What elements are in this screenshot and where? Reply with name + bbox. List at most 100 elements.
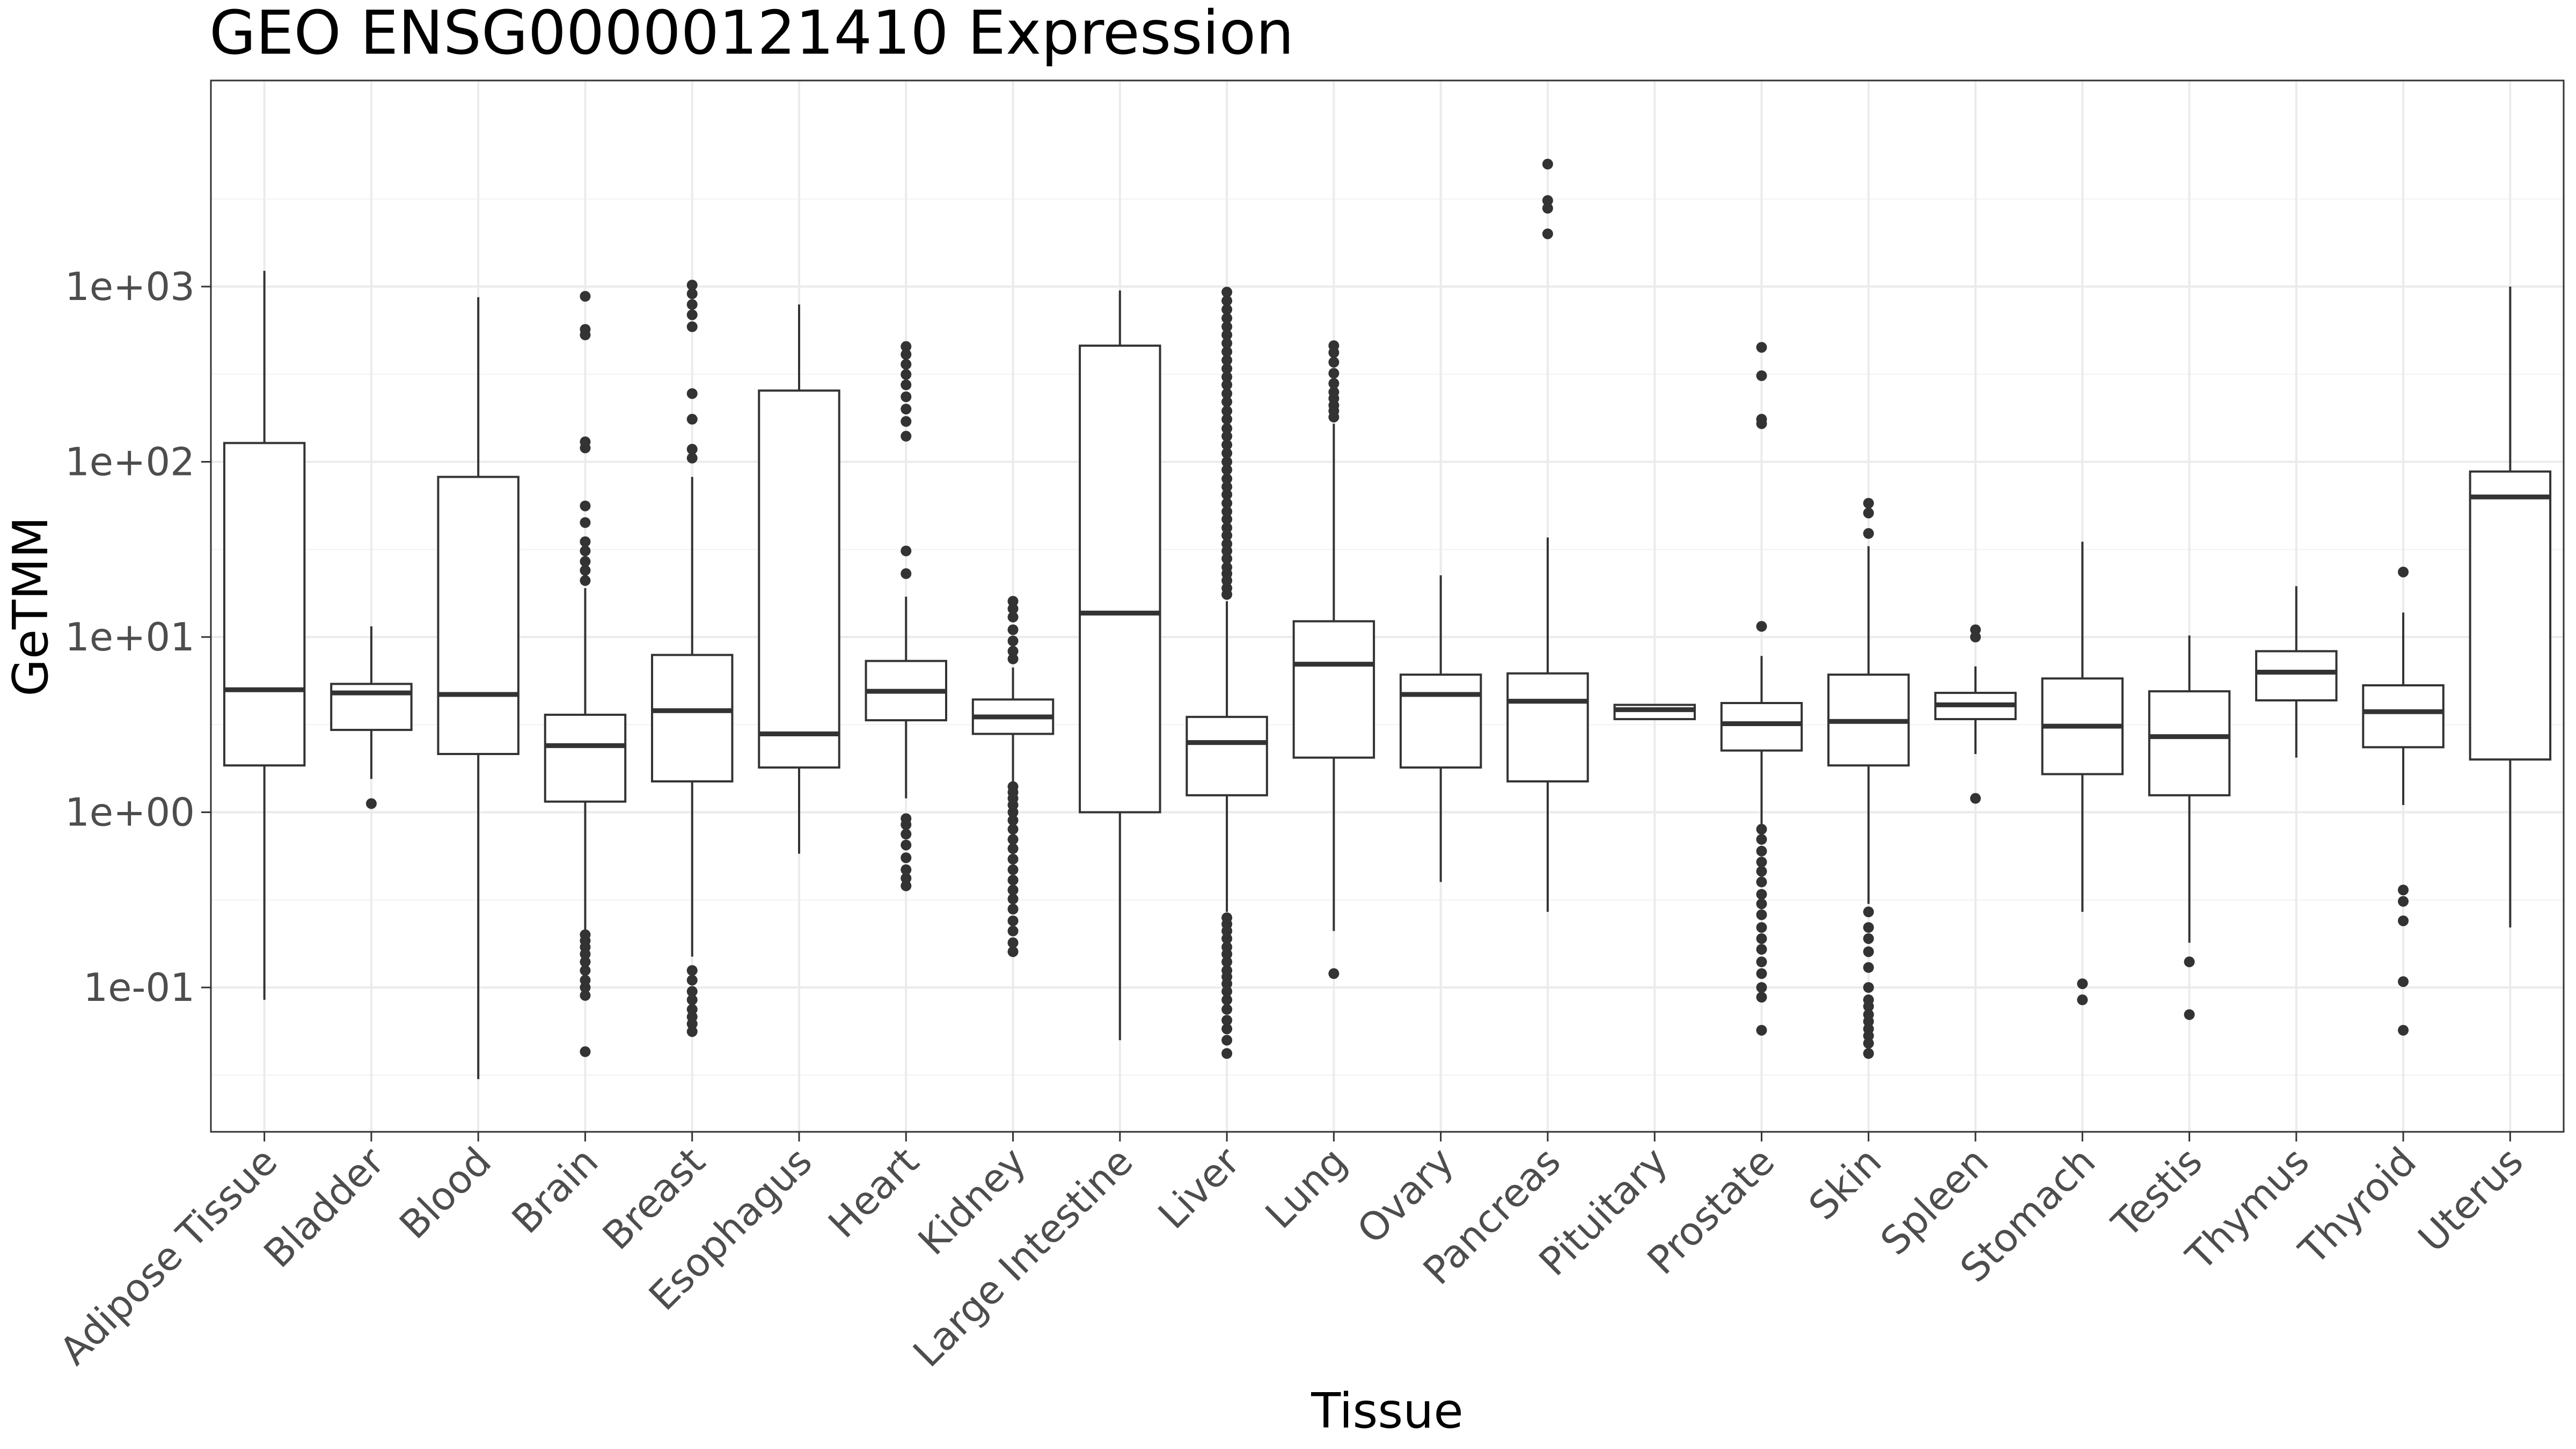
- outlier-point: [1221, 346, 1233, 357]
- outlier-point: [1863, 528, 1874, 539]
- outlier-point: [1221, 363, 1233, 374]
- outlier-point: [901, 341, 912, 352]
- outlier-point: [1863, 1023, 1874, 1035]
- outlier-point: [1221, 481, 1233, 493]
- outlier-point: [1863, 946, 1874, 957]
- outlier-point: [1328, 386, 1340, 398]
- outlier-point: [686, 321, 698, 332]
- outlier-point: [1863, 1048, 1874, 1059]
- box-brain: [544, 291, 627, 1057]
- outlier-point: [1221, 379, 1233, 391]
- chart-title: GEO ENSG00000121410 Expression: [209, 0, 1294, 68]
- outlier-point: [1328, 340, 1340, 352]
- outlier-point: [1221, 965, 1233, 976]
- outlier-point: [1863, 982, 1874, 993]
- outlier-point: [1007, 937, 1019, 948]
- outlier-point: [901, 864, 912, 875]
- outlier-point: [580, 929, 591, 940]
- box-stomach: [2041, 541, 2124, 1006]
- outlier-point: [901, 545, 912, 557]
- outlier-point: [1221, 582, 1233, 594]
- outlier-point: [580, 565, 591, 576]
- outlier-point: [901, 349, 912, 360]
- outlier-point: [1007, 815, 1019, 826]
- outlier-point: [1328, 356, 1340, 368]
- outlier-point: [1221, 414, 1233, 425]
- outlier-point: [1542, 202, 1553, 214]
- outlier-point: [1863, 933, 1874, 944]
- outlier-point: [2398, 1024, 2409, 1036]
- outlier-point: [1221, 1035, 1233, 1046]
- outlier-point: [901, 568, 912, 579]
- y-tick-label: 1e+03: [65, 264, 195, 309]
- iqr-box: [2469, 470, 2552, 761]
- outlier-point: [580, 990, 591, 1001]
- outlier-point: [2184, 956, 2195, 968]
- outlier-point: [1756, 933, 1767, 944]
- outlier-point: [580, 556, 591, 567]
- outlier-point: [686, 288, 698, 299]
- outlier-point: [1756, 876, 1767, 888]
- outlier-point: [580, 575, 591, 586]
- outlier-point: [1221, 933, 1233, 944]
- box-prostate: [1720, 342, 1803, 1036]
- outlier-point: [1756, 909, 1767, 920]
- y-tick-label: 1e+02: [65, 439, 195, 484]
- outlier-point: [1863, 906, 1874, 918]
- outlier-point: [1007, 884, 1019, 896]
- outlier-point: [1970, 624, 1981, 635]
- outlier-point: [1221, 530, 1233, 541]
- outlier-point: [1221, 489, 1233, 500]
- outlier-point: [1756, 982, 1767, 993]
- outlier-point: [580, 291, 591, 302]
- outlier-point: [901, 873, 912, 884]
- outlier-point: [1542, 228, 1553, 239]
- outlier-point: [1756, 414, 1767, 425]
- outlier-point: [686, 452, 698, 464]
- outlier-point: [1007, 915, 1019, 926]
- outlier-point: [2077, 994, 2088, 1006]
- iqr-box: [1399, 674, 1482, 769]
- box-testis: [2148, 635, 2231, 1020]
- box-thymus: [2255, 586, 2338, 758]
- outlier-point: [1756, 370, 1767, 382]
- outlier-point: [580, 545, 591, 557]
- panel-background: [211, 80, 2564, 1132]
- iqr-box: [2255, 650, 2338, 702]
- box-large-intestine: [1079, 290, 1161, 1041]
- box-esophagus: [758, 304, 840, 854]
- outlier-point: [580, 517, 591, 528]
- outlier-point: [901, 839, 912, 851]
- iqr-box: [437, 475, 519, 755]
- outlier-point: [901, 829, 912, 840]
- outlier-point: [1328, 368, 1340, 379]
- outlier-point: [1863, 922, 1874, 933]
- outlier-point: [901, 880, 912, 891]
- outlier-point: [1221, 287, 1233, 298]
- outlier-point: [1542, 158, 1553, 170]
- outlier-point: [1007, 635, 1019, 647]
- outlier-point: [686, 309, 698, 320]
- box-heart: [865, 341, 947, 891]
- outlier-point: [1863, 1009, 1874, 1020]
- outlier-point: [365, 798, 377, 809]
- outlier-point: [686, 444, 698, 455]
- x-axis-title: Tissue: [1311, 1383, 1463, 1439]
- outlier-point: [686, 975, 698, 986]
- outlier-point: [1221, 514, 1233, 525]
- outlier-point: [1221, 986, 1233, 997]
- outlier-point: [2398, 915, 2409, 926]
- outlier-point: [1756, 898, 1767, 910]
- outlier-point: [580, 536, 591, 547]
- outlier-point: [1221, 330, 1233, 341]
- outlier-point: [901, 391, 912, 402]
- outlier-point: [1007, 624, 1019, 635]
- outlier-point: [1756, 857, 1767, 868]
- box-skin: [1827, 497, 1910, 1059]
- outlier-point: [580, 1046, 591, 1057]
- outlier-point: [1007, 781, 1019, 792]
- outlier-point: [686, 299, 698, 310]
- outlier-point: [1007, 864, 1019, 875]
- outlier-point: [1221, 912, 1233, 924]
